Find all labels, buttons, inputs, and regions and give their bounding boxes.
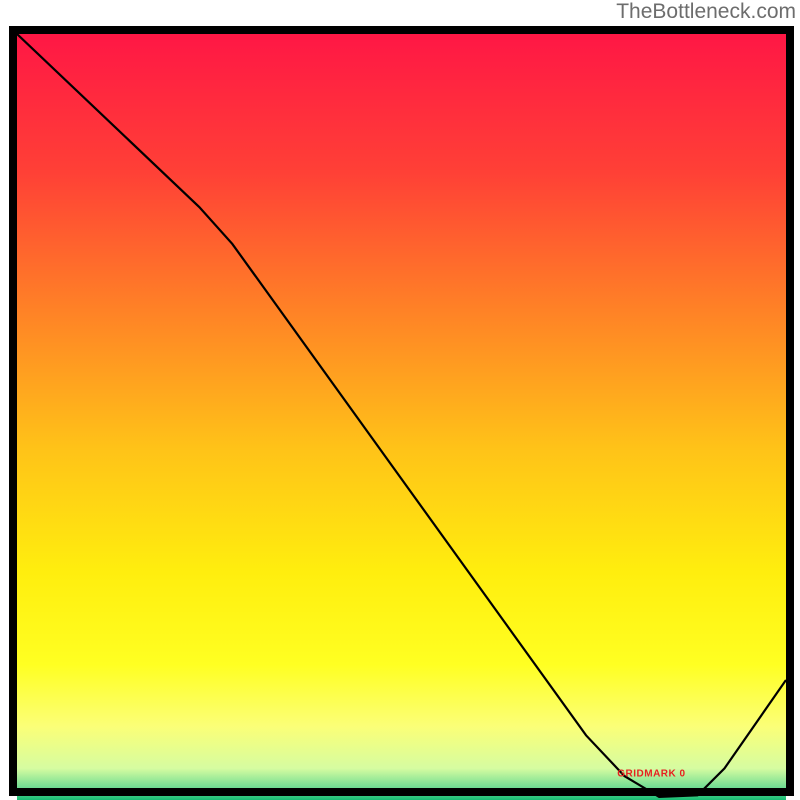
attribution-text: TheBottleneck.com bbox=[616, 0, 796, 24]
gradient-background bbox=[17, 34, 786, 800]
chart-canvas: TheBottleneck.com GRIDMARK 0 bbox=[0, 0, 800, 800]
plot-inner: GRIDMARK 0 bbox=[17, 34, 786, 788]
plot-svg bbox=[17, 34, 786, 800]
plot-area: GRIDMARK 0 bbox=[9, 26, 794, 796]
threshold-marker-label: GRIDMARK 0 bbox=[617, 769, 685, 780]
